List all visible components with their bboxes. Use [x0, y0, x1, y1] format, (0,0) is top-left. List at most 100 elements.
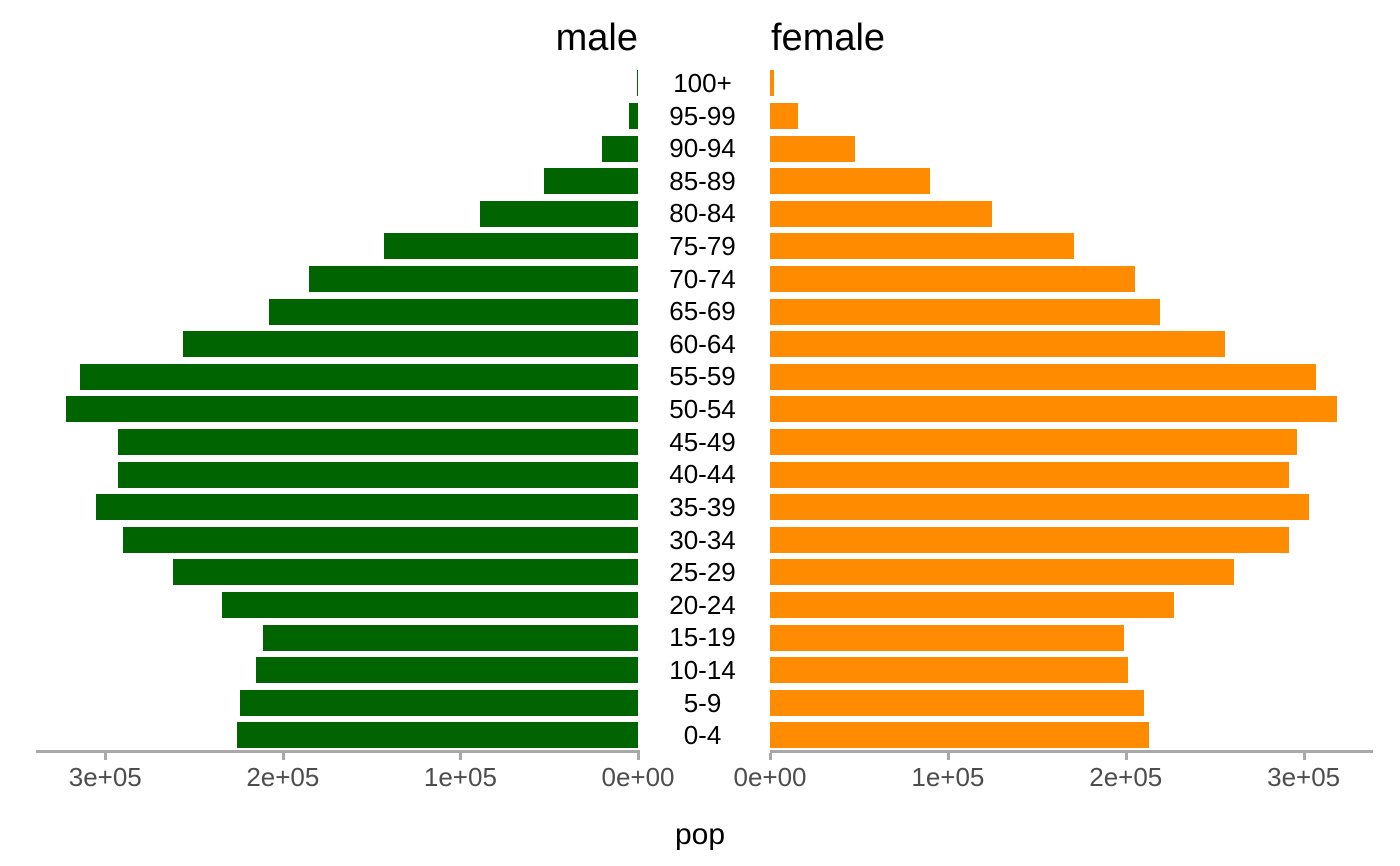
male-bar-row — [36, 687, 638, 720]
female-bar-80-84 — [770, 200, 993, 227]
female-bar-row — [770, 621, 1373, 654]
male-bar-40-44 — [117, 461, 638, 488]
male-bar-25-29 — [172, 559, 638, 586]
female-bar-60-64 — [770, 331, 1226, 358]
female-bar-85-89 — [770, 168, 931, 195]
female-bar-25-29 — [770, 559, 1235, 586]
male-bar-35-39 — [96, 494, 638, 521]
male-tick-mark-3e+05 — [104, 753, 108, 760]
female-tick-mark-1e+05 — [946, 753, 950, 760]
female-bar-row — [770, 132, 1373, 165]
age-label-75-79: 75-79 — [669, 231, 736, 262]
female-bar-row — [770, 295, 1373, 328]
male-bar-65-69 — [268, 298, 638, 325]
female-bar-row — [770, 589, 1373, 622]
male-tick-label-3e+05: 3e+05 — [68, 762, 142, 792]
male-bar-50-54 — [66, 396, 638, 423]
male-bar-row — [36, 100, 638, 133]
female-bar-row — [770, 393, 1373, 426]
male-bar-row — [36, 458, 638, 491]
male-bar-15-19 — [263, 624, 638, 651]
female-bar-row — [770, 263, 1373, 296]
female-tick-mark-3e+05 — [1302, 753, 1306, 760]
age-label-0-4: 0-4 — [683, 720, 722, 751]
male-bar-95-99 — [629, 102, 638, 129]
female-tick-mark-2e+05 — [1124, 753, 1128, 760]
male-bar-row — [36, 426, 638, 459]
female-bar-row — [770, 426, 1373, 459]
female-bar-75-79 — [770, 233, 1075, 260]
female-tick-label-0e+00: 0e+00 — [733, 762, 807, 792]
female-bar-10-14 — [770, 657, 1128, 684]
age-group-axis: 100+ 95-99 90-94 85-89 80-84 75-79 70-74 65-69 6… — [639, 67, 766, 752]
male-bar-row — [36, 263, 638, 296]
female-bar-row — [770, 165, 1373, 198]
age-label-100+: 100+ — [673, 68, 732, 98]
female-bar-row — [770, 556, 1373, 589]
age-label-35-39: 35-39 — [669, 491, 736, 522]
male-bar-row — [36, 197, 638, 230]
female-bar-100+ — [770, 70, 774, 97]
male-bar-90-94 — [602, 135, 638, 162]
male-bar-75-79 — [384, 233, 638, 260]
female-x-axis-line — [770, 750, 1373, 753]
age-label-30-34: 30-34 — [669, 524, 736, 555]
age-label-90-94: 90-94 — [669, 133, 736, 164]
x-axis-title: pop — [674, 818, 726, 851]
age-label-80-84: 80-84 — [669, 198, 736, 229]
female-bar-row — [770, 654, 1373, 687]
male-bar-100+ — [637, 70, 638, 97]
female-bar-95-99 — [770, 102, 799, 129]
male-tick-mark-0e+00 — [637, 753, 640, 760]
male-bar-60-64 — [183, 331, 638, 358]
female-tick-label-2e+05: 2e+05 — [1089, 762, 1163, 792]
age-label-95-99: 95-99 — [669, 100, 736, 131]
age-label-40-44: 40-44 — [669, 459, 736, 490]
female-bar-70-74 — [770, 265, 1135, 292]
age-label-5-9: 5-9 — [683, 687, 722, 718]
female-bar-row — [770, 100, 1373, 133]
age-label-45-49: 45-49 — [669, 426, 736, 457]
female-bar-35-39 — [770, 494, 1309, 521]
female-bar-row — [770, 67, 1373, 100]
female-bar-row — [770, 719, 1373, 752]
age-label-65-69: 65-69 — [669, 296, 736, 327]
female-bar-50-54 — [770, 396, 1338, 423]
facet-title-male: male — [555, 17, 638, 59]
male-bar-row — [36, 230, 638, 263]
male-bar-0-4 — [236, 722, 638, 749]
male-bar-80-84 — [479, 200, 638, 227]
male-bar-20-24 — [222, 592, 638, 619]
female-tick-mark-0e+00 — [769, 753, 772, 760]
female-bar-45-49 — [770, 429, 1297, 455]
female-bar-30-34 — [770, 526, 1290, 553]
male-tick-label-2e+05: 2e+05 — [246, 762, 320, 792]
female-bar-65-69 — [770, 298, 1160, 325]
male-bar-row — [36, 67, 638, 100]
male-bar-row — [36, 360, 638, 393]
male-bars-panel — [36, 67, 638, 752]
female-bar-row — [770, 197, 1373, 230]
male-bar-row — [36, 589, 638, 622]
female-bar-row — [770, 360, 1373, 393]
age-label-10-14: 10-14 — [669, 654, 736, 685]
female-tick-label-3e+05: 3e+05 — [1267, 762, 1341, 792]
male-bar-row — [36, 295, 638, 328]
female-bars-panel — [770, 67, 1373, 752]
age-label-85-89: 85-89 — [669, 165, 736, 196]
female-bar-20-24 — [770, 592, 1174, 619]
male-bar-55-59 — [80, 363, 638, 390]
male-bar-10-14 — [256, 657, 638, 684]
age-label-70-74: 70-74 — [669, 263, 736, 294]
male-bar-45-49 — [117, 429, 638, 455]
male-bar-row — [36, 621, 638, 654]
male-bar-5-9 — [240, 689, 638, 716]
female-bar-row — [770, 328, 1373, 361]
age-label-60-64: 60-64 — [669, 328, 736, 359]
female-bar-40-44 — [770, 461, 1290, 488]
male-bar-row — [36, 165, 638, 198]
male-bar-row — [36, 328, 638, 361]
male-tick-label-0e+00: 0e+00 — [601, 762, 675, 792]
male-tick-mark-2e+05 — [281, 753, 285, 760]
